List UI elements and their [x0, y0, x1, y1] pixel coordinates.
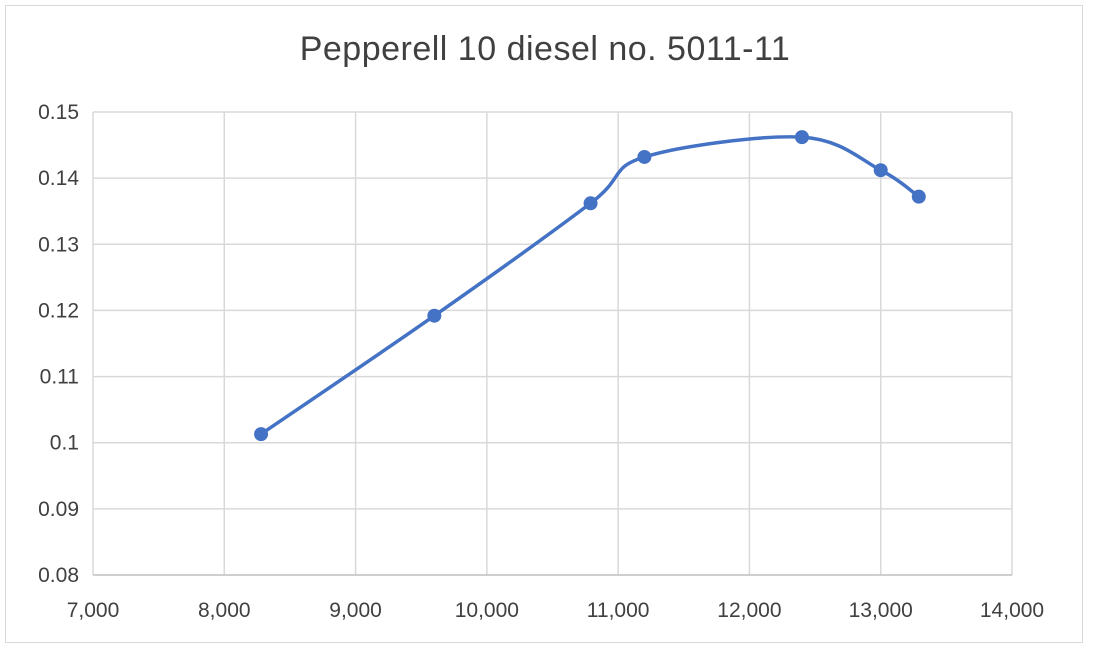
- data-point: [637, 149, 652, 164]
- x-tick-label: 12,000: [717, 599, 781, 622]
- y-tick-label: 0.08: [38, 564, 79, 587]
- x-tick-labels: 7,000 8,000 9,000 10,000 11,000 12,000 13,000 1…: [67, 599, 1044, 622]
- x-tick-label: 7,000: [67, 599, 120, 622]
- y-tick-label: 0.14: [38, 167, 79, 190]
- data-point: [427, 308, 442, 323]
- y-tick-label: 0.09: [38, 498, 79, 521]
- data-point: [583, 196, 598, 211]
- series-line: [259, 135, 921, 436]
- series-lines: [259, 135, 921, 436]
- x-tick-label: 13,000: [849, 599, 913, 622]
- data-point: [794, 130, 809, 145]
- x-tick-label: 9,000: [329, 599, 382, 622]
- data-point: [911, 189, 926, 204]
- x-tick-label: 11,000: [587, 599, 650, 622]
- y-tick-label: 0.12: [38, 299, 79, 322]
- data-point: [873, 163, 888, 178]
- y-tick-label: 0.15: [38, 101, 79, 124]
- y-tick-label: 0.1: [50, 432, 79, 455]
- x-tick-label: 8,000: [198, 599, 251, 622]
- x-tick-label: 10,000: [455, 599, 519, 622]
- gridlines: [92, 111, 1013, 575]
- y-tick-label: 0.11: [40, 366, 79, 389]
- series-points: [254, 130, 926, 442]
- y-tick-label: 0.13: [38, 233, 79, 256]
- data-point: [254, 427, 269, 442]
- x-tick-label: 14,000: [980, 599, 1044, 622]
- chart-title: Pepperell 10 diesel no. 5011-11: [299, 30, 791, 68]
- y-tick-labels: 0.08 0.09 0.1 0.11 0.12 0.13 0.14 0.15: [38, 101, 79, 587]
